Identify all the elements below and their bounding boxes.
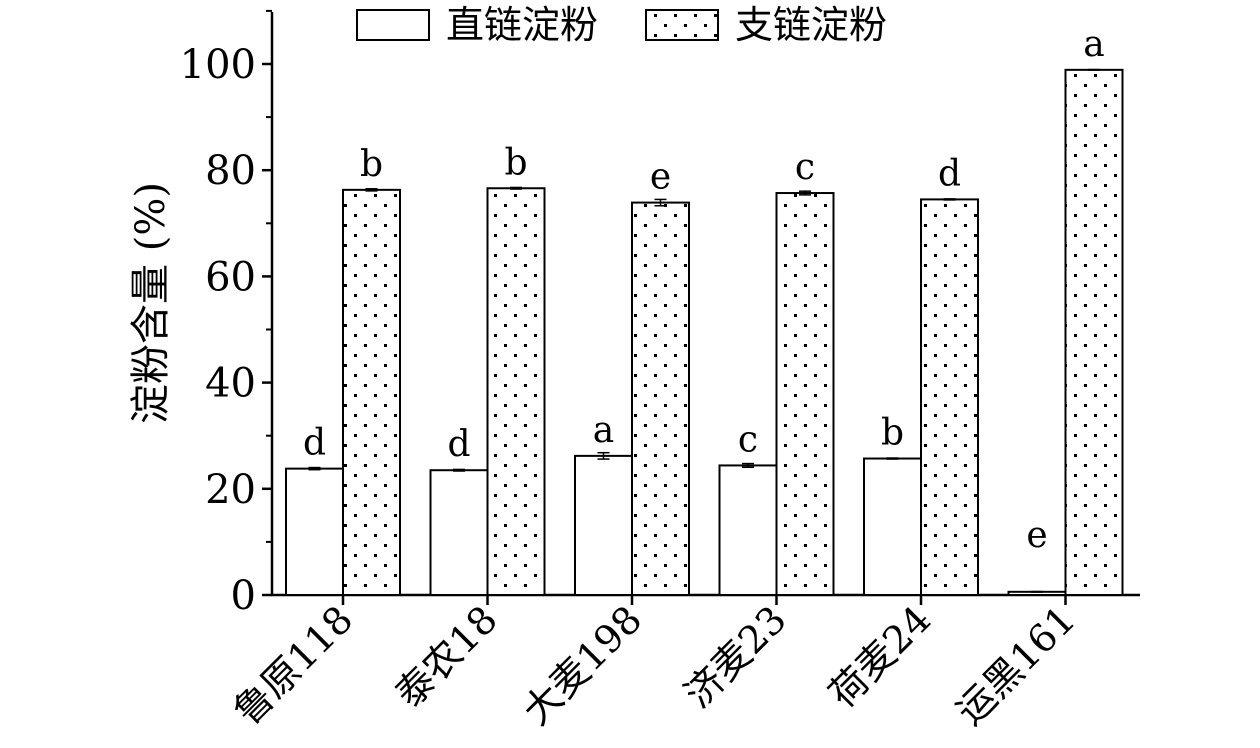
bar-series-2 [486, 187, 546, 596]
significance-label: b [360, 144, 383, 185]
bars: d b d b a e c c b d e a [285, 24, 1124, 597]
bar-series-1 [285, 467, 344, 597]
legend-swatch-series-1 [356, 9, 430, 41]
significance-label: c [795, 147, 815, 188]
bar-series-2 [1064, 68, 1124, 596]
bar-series-1 [429, 469, 489, 596]
significance-label: b [881, 413, 904, 454]
y-tick-label: 40 [205, 361, 256, 407]
y-ticks: 0 20 40 60 80 100 [180, 9, 272, 619]
bar-series-1 [718, 464, 778, 596]
significance-label: c [738, 419, 758, 460]
significance-label: a [593, 410, 614, 451]
y-tick-label: 20 [205, 467, 256, 513]
significance-label: b [504, 142, 527, 183]
y-tick-label: 80 [205, 148, 256, 194]
bar-series-2 [775, 192, 835, 597]
bar-series-2 [342, 188, 401, 597]
bar-series-2 [920, 198, 979, 596]
significance-label: d [447, 424, 470, 465]
x-category-label: 泰农18 [387, 597, 506, 716]
y-axis-title: 淀粉含量 (%) [128, 182, 174, 424]
significance-label: e [650, 157, 671, 198]
significance-label: d [938, 153, 961, 194]
x-labels: 鲁原118 泰农18 大麦198 济麦23 荷麦24 运黑161 [225, 595, 1084, 733]
significance-label: e [1026, 515, 1047, 556]
bar-series-1 [574, 454, 633, 596]
legend-label-series-2: 支链淀粉 [735, 3, 887, 47]
y-tick-label: 60 [205, 254, 256, 300]
y-tick-label: 0 [231, 573, 256, 619]
x-category-label: 运黑161 [948, 597, 1084, 733]
x-category-label: 大麦198 [514, 597, 650, 733]
significance-label: d [303, 423, 326, 464]
legend: 直链淀粉 支链淀粉 [356, 3, 887, 47]
legend-swatch-series-2 [645, 9, 719, 41]
y-tick-label: 100 [180, 42, 256, 88]
significance-label: a [1083, 24, 1104, 65]
bar-series-1 [863, 457, 922, 596]
x-category-label: 荷麦24 [820, 597, 939, 716]
x-category-label: 济麦23 [676, 597, 795, 716]
legend-label-series-1: 直链淀粉 [446, 3, 598, 47]
bar-series-2 [631, 201, 690, 596]
